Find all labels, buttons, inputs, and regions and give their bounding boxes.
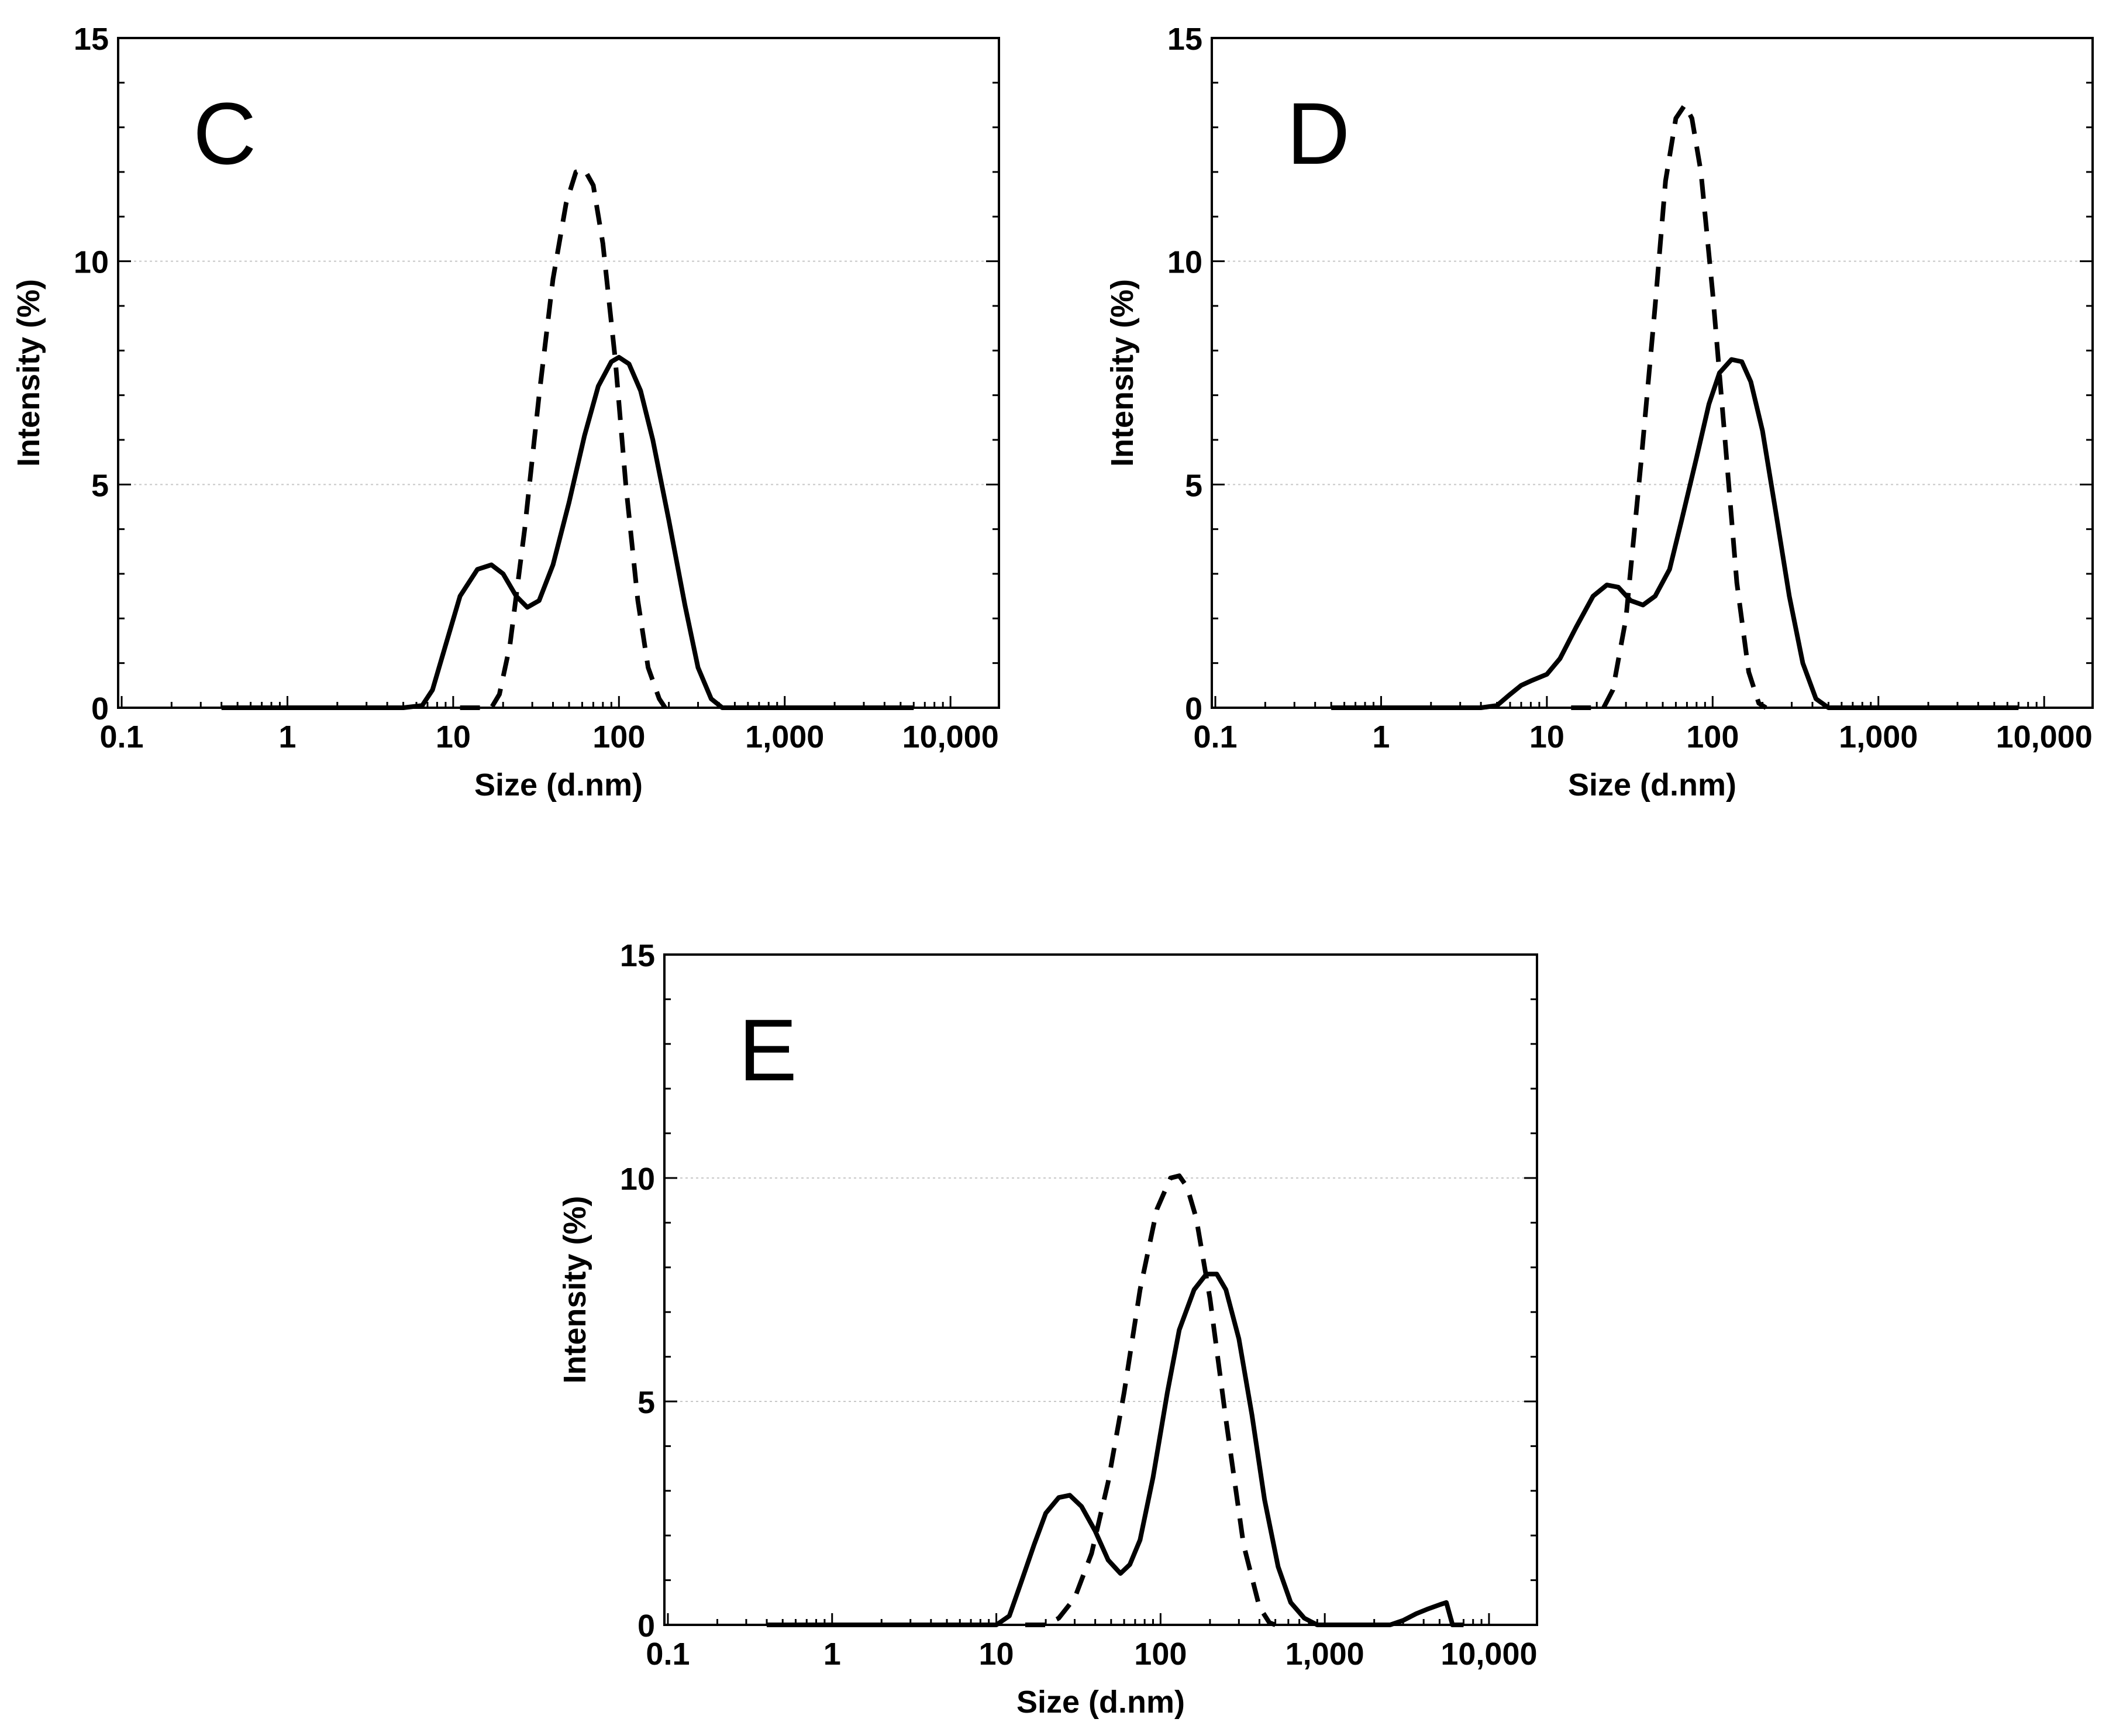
x-tick-label: 1 [823, 1637, 841, 1672]
plot-frame [1211, 37, 2094, 709]
series-dashed-line [1571, 102, 1767, 710]
y-tick-label: 15 [620, 938, 655, 973]
panel-label: C [193, 84, 256, 182]
x-tick-label: 100 [1134, 1637, 1187, 1672]
series-solid-line [1331, 357, 2019, 710]
x-axis-label: Size (d.nm) [1016, 1685, 1185, 1720]
chart-panel-d: 0 5 10 15 0.1 1 10 100 1,000 10,000 Size (d.nm) Int… [1105, 22, 2094, 802]
y-tick-label: 15 [1167, 22, 1202, 57]
x-tick-label: 100 [1686, 719, 1739, 755]
y-tick-label: 10 [620, 1162, 655, 1197]
x-tick-label: 0.1 [99, 719, 143, 755]
x-tick-label: 1,000 [745, 719, 824, 755]
x-tick-label: 10 [979, 1637, 1014, 1672]
y-axis-label: Intensity (%) [1105, 279, 1140, 467]
x-axis-label: Size (d.nm) [474, 767, 643, 802]
x-tick-label: 10 [436, 719, 471, 755]
y-tick-label: 10 [74, 245, 109, 280]
x-tick-label: 1,000 [1839, 719, 1918, 755]
plot-frame [663, 953, 1538, 1626]
y-tick-label: 15 [74, 22, 109, 57]
chart-panel-e: 0 5 10 15 0.1 1 10 100 1,000 10,000 Size (d.nm) Int… [557, 938, 1538, 1720]
panel-label: D [1287, 84, 1350, 182]
x-tick-label: 1 [278, 719, 296, 755]
x-tick-label: 1,000 [1286, 1637, 1364, 1672]
y-tick-label: 0 [91, 691, 109, 726]
x-tick-label: 100 [592, 719, 645, 755]
panel-label: E [739, 1001, 797, 1099]
x-tick-label: 10,000 [902, 719, 999, 755]
series-dashed-line [1025, 1173, 1276, 1627]
chart-panel-c: 0 5 10 15 0.1 1 10 100 1,000 10,000 Size (d.nm) Int… [11, 22, 1000, 802]
y-tick-label: 5 [1185, 468, 1202, 503]
series-solid-line [221, 354, 914, 710]
y-tick-label: 0 [1185, 691, 1202, 726]
x-tick-label: 1 [1372, 719, 1390, 755]
y-axis-label: Intensity (%) [557, 1196, 592, 1383]
series-dashed-line [460, 167, 667, 710]
x-tick-label: 0.1 [646, 1637, 690, 1672]
x-axis-label: Size (d.nm) [1568, 767, 1736, 802]
y-tick-label: 0 [637, 1608, 655, 1644]
x-tick-label: 10,000 [1996, 719, 2093, 755]
y-tick-label: 10 [1167, 245, 1202, 280]
y-tick-label: 5 [91, 468, 109, 503]
x-tick-label: 10 [1529, 719, 1564, 755]
x-tick-label: 10,000 [1440, 1637, 1537, 1672]
x-tick-label: 0.1 [1193, 719, 1237, 755]
plot-frame [117, 37, 1000, 709]
y-tick-label: 5 [637, 1385, 655, 1420]
y-axis-label: Intensity (%) [11, 279, 46, 467]
